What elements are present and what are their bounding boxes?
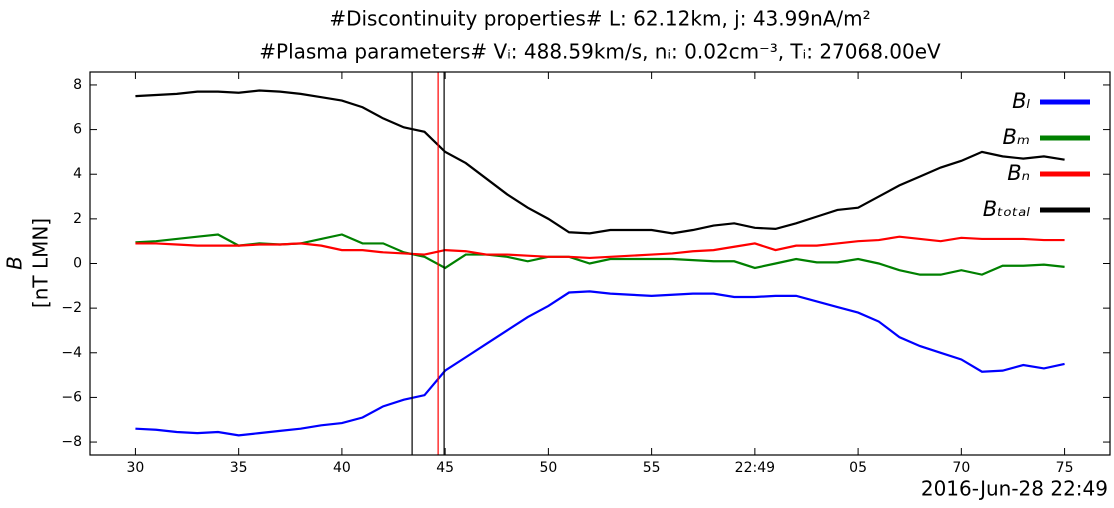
x-tick-label: 45 bbox=[436, 460, 454, 476]
y-axis-label: B bbox=[3, 256, 27, 270]
x-tick-label: 40 bbox=[333, 460, 351, 476]
y-tick-label: 8 bbox=[73, 77, 82, 93]
x-tick-label: 70 bbox=[952, 460, 970, 476]
y-tick-label: 2 bbox=[73, 211, 82, 227]
x-tick-label: 05 bbox=[849, 460, 867, 476]
chart-subtitle: #Plasma parameters# Vᵢ: 488.59km/s, nᵢ: … bbox=[259, 40, 941, 64]
x-offset-label: 2016-Jun-28 22:49 bbox=[921, 477, 1108, 501]
legend-label: Bₜₒₜₐₗ bbox=[983, 197, 1031, 221]
data-line bbox=[135, 235, 1065, 260]
legend-label: Bₙ bbox=[1007, 161, 1030, 185]
y-tick-label: −6 bbox=[61, 389, 82, 405]
y-axis-unit: [nT LMN] bbox=[29, 218, 53, 308]
data-line bbox=[135, 290, 1065, 437]
y-tick-label: −2 bbox=[61, 300, 82, 316]
y-tick-label: 4 bbox=[73, 166, 82, 182]
chart-title: #Discontinuity properties# L: 62.12km, j… bbox=[329, 7, 870, 31]
x-tick-label: 75 bbox=[1056, 460, 1074, 476]
x-tick-label: 50 bbox=[539, 460, 557, 476]
y-tick-label: 6 bbox=[73, 122, 82, 138]
y-tick-label: −4 bbox=[61, 345, 82, 361]
x-tick-label: 22:49 bbox=[735, 460, 775, 476]
x-tick-label: 55 bbox=[643, 460, 661, 476]
data-line bbox=[135, 89, 1065, 235]
legend-label: Bₘ bbox=[1003, 125, 1031, 149]
plot-frame bbox=[89, 71, 1111, 456]
legend-label: Bₗ bbox=[1012, 89, 1030, 113]
y-tick-label: −8 bbox=[61, 434, 82, 450]
y-tick-label: 0 bbox=[73, 256, 82, 272]
x-tick-label: 30 bbox=[127, 460, 145, 476]
x-tick-label: 35 bbox=[230, 460, 248, 476]
